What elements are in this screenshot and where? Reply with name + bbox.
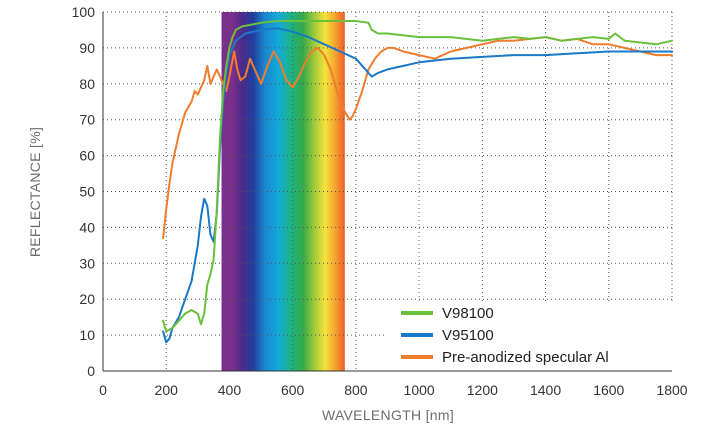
x-tick-label: 0 [99, 382, 107, 398]
x-tick-label: 1200 [467, 382, 498, 398]
legend-label: V95100 [442, 327, 494, 344]
legend-box [387, 302, 673, 369]
axes [102, 12, 672, 372]
legend-label: V98100 [442, 305, 494, 322]
y-axis-label: REFLECTANCE [%] [27, 127, 43, 257]
x-tick-label: 600 [281, 382, 305, 398]
x-tick-label: 1800 [656, 382, 687, 398]
series-line-pre-anodized-specular-al [162, 36, 673, 240]
x-axis-label: WAVELENGTH [nm] [322, 407, 454, 423]
legend-label: Pre-anodized specular Al [442, 349, 609, 366]
y-tick-label: 0 [87, 363, 95, 379]
tick-labels: 0 200 400 600 800 1000 1200 1400 1600 1800 0 10 20 30… [72, 4, 688, 398]
y-tick-label: 100 [72, 4, 96, 20]
y-tick-label: 90 [79, 40, 95, 56]
x-tick-label: 800 [344, 382, 368, 398]
y-tick-label: 80 [79, 76, 95, 92]
y-tick-label: 40 [79, 219, 95, 235]
y-tick-label: 20 [79, 291, 95, 307]
y-tick-label: 60 [79, 148, 95, 164]
y-tick-label: 10 [79, 327, 95, 343]
legend: V98100 V95100 Pre-anodized specular Al [387, 302, 673, 369]
series-line-v98100 [162, 20, 673, 333]
x-tick-label: 200 [155, 382, 179, 398]
y-tick-label: 50 [79, 184, 95, 200]
y-tick-label: 70 [79, 112, 95, 128]
series-line-v95100 [162, 27, 673, 344]
x-tick-label: 1600 [593, 382, 624, 398]
x-tick-label: 1000 [404, 382, 435, 398]
y-tick-label: 30 [79, 255, 95, 271]
x-tick-label: 1400 [530, 382, 561, 398]
x-tick-label: 400 [218, 382, 242, 398]
series-lines [162, 20, 673, 344]
